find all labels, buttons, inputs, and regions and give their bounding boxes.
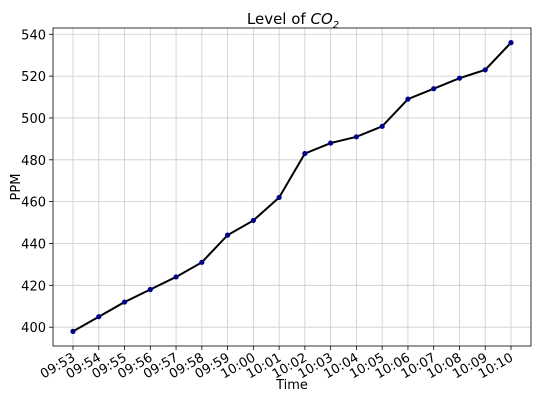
data-point	[199, 259, 205, 265]
data-point	[405, 96, 411, 102]
data-point	[508, 40, 514, 46]
y-tick-label: 400	[21, 321, 46, 336]
data-point	[121, 299, 128, 305]
x-axis: 09:5309:5409:5509:5609:5709:5809:5910:00…	[38, 346, 516, 382]
x-axis-title: Time	[275, 378, 308, 393]
data-point	[276, 194, 282, 201]
series-line	[72, 41, 512, 333]
data-points	[70, 40, 514, 334]
data-point	[302, 150, 308, 157]
data-point	[224, 232, 231, 238]
data-point	[147, 286, 153, 293]
data-point	[173, 274, 179, 280]
data-point	[328, 140, 334, 146]
plot-frame	[52, 27, 532, 347]
y-axis: 400 420 440 460 480 500 520 540	[21, 28, 53, 336]
data-point	[70, 328, 76, 334]
data-point	[96, 314, 102, 320]
data-point	[431, 86, 437, 92]
y-tick-label: 420	[21, 279, 46, 294]
y-tick-label: 520	[21, 70, 46, 85]
chart-title: Level of CO2	[247, 10, 339, 31]
y-tick-label: 480	[21, 154, 46, 169]
y-tick-label: 540	[21, 28, 46, 43]
y-tick-label: 460	[21, 196, 46, 211]
data-point	[379, 123, 385, 129]
grid-lines	[53, 28, 531, 346]
y-tick-label: 500	[21, 112, 46, 127]
data-point	[482, 67, 488, 73]
y-tick-label: 440	[21, 237, 46, 252]
data-point	[250, 217, 256, 224]
data-point	[353, 134, 360, 140]
y-axis-title: PPM	[9, 174, 24, 201]
data-point	[456, 75, 463, 81]
